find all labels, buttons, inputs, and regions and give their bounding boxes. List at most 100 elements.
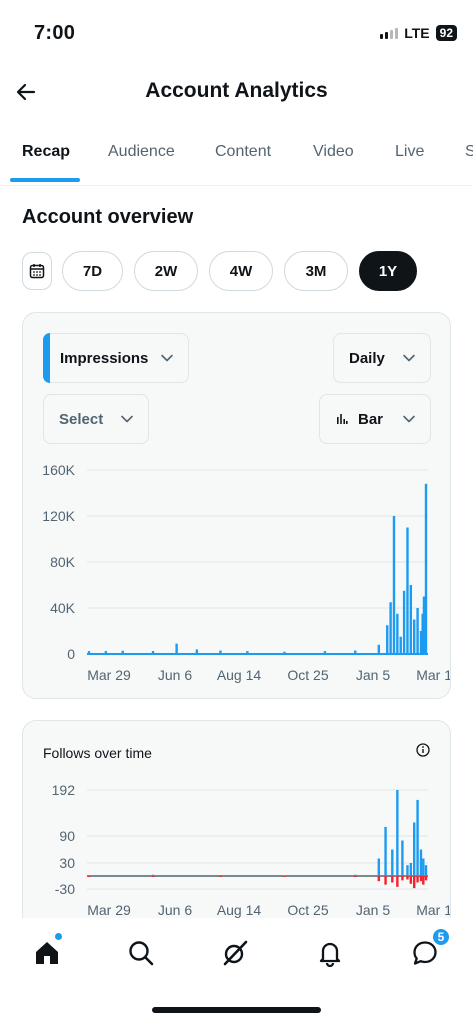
chart-bar — [401, 840, 404, 876]
x-tick-label: Jan 5 — [356, 902, 390, 918]
x-tick-label: Jun 6 — [158, 902, 192, 918]
tab-more[interactable]: S — [465, 143, 473, 161]
chart-bar-negative — [396, 876, 399, 887]
chart-bar — [195, 649, 199, 654]
tab-live[interactable]: Live — [395, 143, 425, 160]
signal-icon — [380, 27, 399, 39]
chart-bar — [413, 619, 416, 654]
chart-bar-negative — [219, 876, 222, 877]
follows-chart: 192 90 30 -30 Mar 29 Jun 6 Aug 14 Oct 25 Jan 5 Ma… — [52, 782, 451, 918]
battery-icon: 92 — [435, 25, 457, 41]
grok-icon — [223, 940, 248, 966]
chart-bar — [419, 631, 423, 654]
calendar-icon — [29, 264, 45, 279]
chart-bar — [392, 516, 396, 654]
info-icon[interactable] — [416, 743, 430, 757]
chart-bar — [396, 613, 399, 654]
chart-bar — [386, 625, 389, 654]
status-indicators: LTE 92 — [380, 25, 457, 41]
range-1y-button[interactable]: 1Y — [359, 251, 417, 291]
chart-bar — [219, 875, 222, 877]
bottom-nav: 5 — [0, 918, 473, 1024]
nav-messages[interactable]: 5 — [405, 927, 451, 973]
chart-bar-negative — [354, 876, 357, 877]
y-tick-label: 80K — [50, 554, 76, 570]
chart-bar — [283, 651, 286, 654]
x-tick-label: Aug 14 — [217, 667, 262, 683]
chart-bar — [396, 790, 399, 876]
x-tick-label: Oct 25 — [287, 667, 328, 683]
range-4w-button[interactable]: 4W — [209, 251, 273, 291]
metric-dropdown[interactable]: Impressions — [43, 333, 189, 383]
chart-bar — [413, 822, 416, 876]
status-time: 7:00 — [34, 22, 76, 44]
compare-dropdown-label: Select — [59, 410, 104, 428]
y-tick-label: 120K — [42, 508, 75, 524]
tab-video[interactable]: Video — [313, 143, 354, 160]
chart-bar — [416, 608, 419, 654]
x-tick-label: Mar 16 — [416, 667, 451, 683]
x-tick-label: Aug 14 — [217, 902, 262, 918]
active-tab-indicator — [10, 178, 80, 182]
section-title: Account overview — [22, 206, 194, 228]
bell-icon — [319, 942, 341, 967]
chart-bar — [402, 590, 406, 654]
impressions-chart: 160K 120K 80K 40K 0 Mar 29 Jun 6 Aug 14 Oct 25 Ja… — [42, 462, 451, 683]
chart-bar-negative — [406, 876, 409, 880]
follows-card: Follows over time 192 90 30 -30 Mar 29 Jun 6 A… — [22, 720, 451, 930]
tab-recap[interactable]: Recap — [22, 143, 71, 160]
chart-bar — [151, 874, 155, 876]
x-tick-label: Mar 16 — [416, 902, 451, 918]
y-tick-label: 40K — [50, 600, 76, 616]
card-title: Follows over time — [43, 745, 152, 761]
chart-bar — [377, 858, 381, 876]
status-bar: 7:00 LTE 92 — [0, 0, 473, 60]
chart-bar — [121, 650, 124, 654]
tab-content[interactable]: Content — [215, 143, 272, 160]
chart-type-dropdown[interactable]: Bar — [319, 394, 431, 444]
interval-dropdown[interactable]: Daily — [333, 333, 431, 383]
chart-bar — [409, 585, 413, 654]
calendar-button[interactable] — [22, 252, 52, 290]
chart-bar — [354, 874, 357, 876]
compare-dropdown[interactable]: Select — [43, 394, 149, 444]
page-title: Account Analytics — [145, 79, 328, 102]
nav-grok[interactable] — [215, 933, 255, 973]
chart-bar — [406, 527, 409, 654]
nav-notifications[interactable] — [310, 933, 350, 973]
chart-bar — [354, 650, 357, 654]
chart-bar — [87, 875, 91, 877]
tab-audience[interactable]: Audience — [108, 143, 175, 160]
range-3m-button[interactable]: 3M — [284, 251, 348, 291]
chart-bar — [399, 636, 402, 654]
chevron-down-icon — [403, 354, 415, 362]
bar-chart-icon — [337, 414, 348, 424]
back-button[interactable] — [10, 76, 42, 108]
y-tick-label: -30 — [55, 881, 75, 897]
search-icon — [129, 941, 154, 966]
x-tick-label: Oct 25 — [287, 902, 328, 918]
chart-bar — [409, 863, 413, 876]
chart-bar-negative — [391, 876, 394, 883]
y-tick-label: 90 — [59, 828, 75, 844]
chart-bar — [377, 644, 381, 654]
metric-dropdown-label: Impressions — [60, 349, 149, 367]
header: Account Analytics — [0, 64, 473, 120]
chart-type-dropdown-label: Bar — [358, 410, 384, 428]
chart-bar — [151, 651, 155, 654]
chart-bar — [422, 858, 425, 876]
nav-home[interactable] — [27, 933, 67, 973]
chart-bar-negative — [422, 876, 425, 885]
messages-badge: 5 — [431, 927, 451, 947]
chart-bar-negative — [401, 876, 404, 881]
range-2w-button[interactable]: 2W — [134, 251, 198, 291]
chart-bar — [421, 613, 424, 654]
range-7d-button[interactable]: 7D — [62, 251, 123, 291]
chevron-down-icon — [121, 415, 133, 423]
chart-bar-negative — [416, 876, 419, 883]
metric-color-indicator — [43, 333, 50, 383]
nav-search[interactable] — [121, 933, 161, 973]
arrow-left-icon — [16, 83, 36, 101]
chart-bar-negative — [384, 876, 387, 885]
tab-bar: Recap Audience Content Video Live S — [0, 128, 473, 186]
